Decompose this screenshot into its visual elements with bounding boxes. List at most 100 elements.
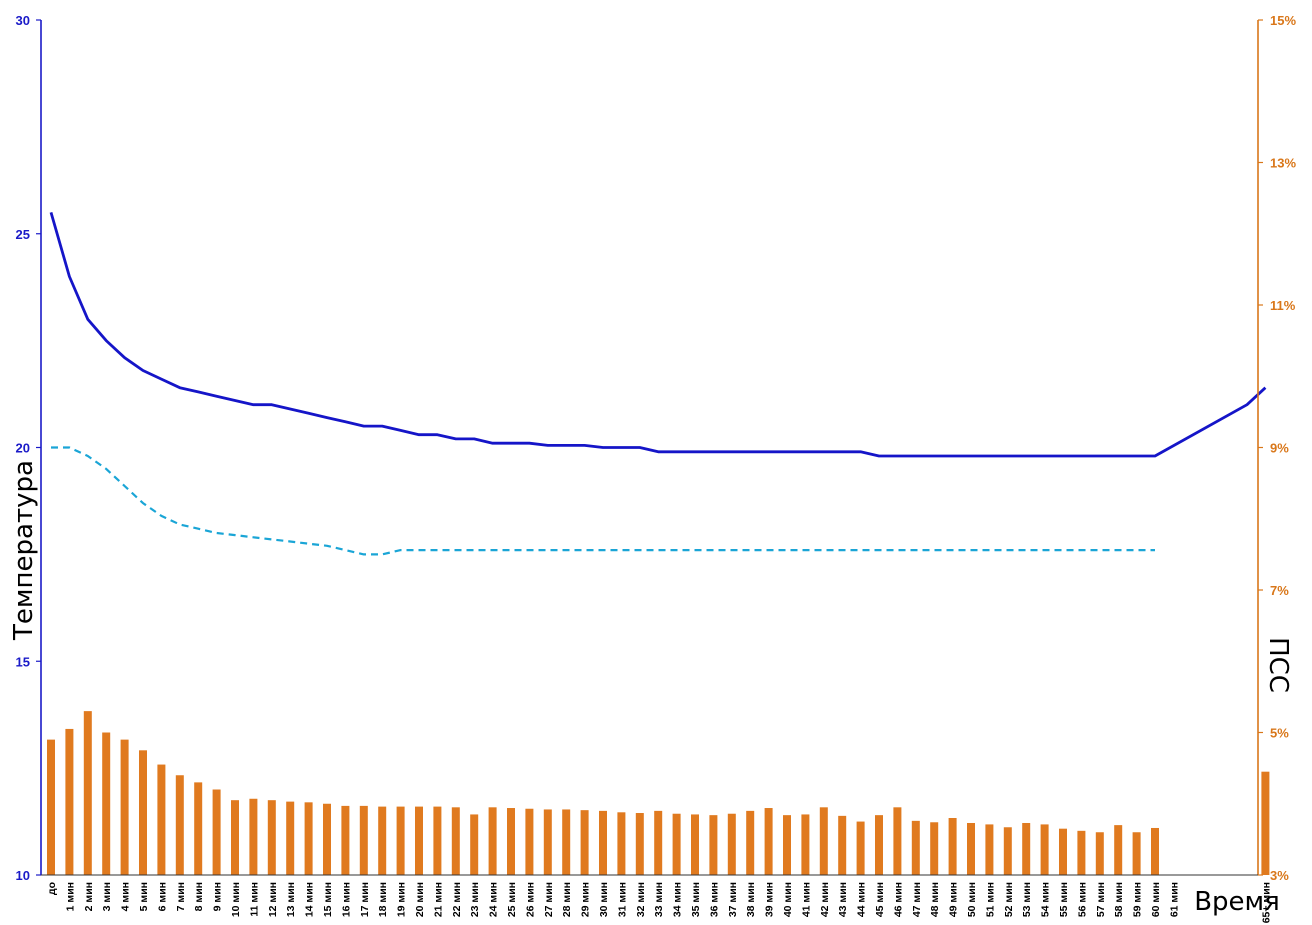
x-tick-label: 29 мин: [580, 882, 592, 917]
bar-pss: [525, 808, 534, 875]
bar-series-pss: [47, 711, 1270, 875]
bar-pss: [893, 807, 902, 875]
x-tick-label: 61 мин: [1168, 882, 1180, 917]
bar-pss: [378, 806, 387, 875]
x-tick-label: 59 мин: [1132, 882, 1144, 917]
x-tick-label: 50 мин: [966, 882, 978, 917]
x-tick-label: 35 мин: [690, 882, 702, 917]
bar-pss: [948, 818, 957, 875]
bar-pss: [819, 807, 828, 875]
x-tick-label: 55 мин: [1058, 882, 1070, 917]
right-tick-label: 7%: [1270, 583, 1289, 598]
x-tick-label: до: [46, 882, 58, 895]
bar-pss: [1095, 832, 1104, 875]
x-tick-label: 7 мин: [175, 882, 187, 911]
x-tick-label: 53 мин: [1021, 882, 1033, 917]
left-tick-label: 10: [16, 868, 30, 883]
bar-pss: [967, 822, 975, 875]
x-tick-label: 27 мин: [543, 882, 555, 917]
x-tick-label: 49 мин: [948, 882, 960, 917]
bar-pss: [1077, 830, 1086, 875]
bar-pss: [856, 821, 865, 875]
x-tick-label: 16 мин: [340, 882, 352, 917]
x-tick-label: 6 мин: [156, 882, 168, 911]
bar-pss: [120, 739, 129, 875]
x-tick-label: 9 мин: [212, 882, 224, 911]
bar-pss: [1261, 771, 1270, 875]
bar-pss: [1003, 827, 1012, 875]
bar-pss: [875, 815, 883, 875]
x-tick-label: 10 мин: [230, 882, 242, 917]
left-tick-label: 15: [16, 654, 30, 669]
bar-pss: [930, 822, 939, 875]
left-tick-label: 20: [16, 441, 30, 456]
x-tick-label: 3 мин: [101, 882, 113, 911]
x-tick-label: 40 мин: [782, 882, 794, 917]
x-tick-label: 54 мин: [1040, 882, 1052, 917]
y-axis-title: Температура: [9, 460, 39, 641]
bar-pss: [433, 806, 442, 875]
bar-pss: [83, 711, 92, 875]
x-tick-label: 43 мин: [837, 882, 849, 917]
bar-pss: [231, 800, 239, 875]
bar-pss: [286, 801, 295, 875]
x-tick-label: 15 мин: [322, 882, 334, 917]
x-tick-label: 5 мин: [138, 882, 150, 911]
x-tick-label: 48 мин: [929, 882, 941, 917]
bar-pss: [157, 764, 166, 875]
y2-axis-title: ПСС: [1263, 637, 1293, 693]
bar-pss: [599, 810, 607, 875]
bar-pss: [783, 815, 791, 875]
bar-pss: [323, 803, 331, 875]
bar-pss: [47, 739, 55, 875]
bar-pss: [451, 807, 460, 875]
x-tick-label: 51 мин: [984, 882, 996, 917]
x-tick-label: 30 мин: [598, 882, 610, 917]
x-tick-label: 25 мин: [506, 882, 518, 917]
x-tick-label: 37 мин: [727, 882, 739, 917]
bar-pss: [212, 789, 221, 875]
x-tick-label: 23 мин: [469, 882, 481, 917]
x-tick-label: 11 мин: [248, 882, 260, 917]
bar-pss: [1132, 832, 1141, 875]
bar-pss: [507, 808, 515, 875]
bar-pss: [1059, 828, 1067, 875]
x-tick-label: 57 мин: [1095, 882, 1107, 917]
bar-pss: [580, 810, 589, 875]
bar-pss: [249, 798, 258, 875]
x-tick-label: 20 мин: [414, 882, 426, 917]
x-tick-label: 45 мин: [874, 882, 886, 917]
x-tick-label: 28 мин: [561, 882, 573, 917]
bar-pss: [304, 802, 313, 875]
x-tick-label: 41 мин: [800, 882, 812, 917]
x-tick-label: 8 мин: [193, 882, 205, 911]
x-tick-label: 2 мин: [83, 882, 95, 911]
bar-pss: [470, 814, 479, 875]
bar-pss: [635, 813, 644, 875]
x-tick-label: 26 мин: [524, 882, 536, 917]
x-tick-label: 60 мин: [1150, 882, 1162, 917]
x-tick-label: 46 мин: [892, 882, 904, 917]
bar-pss: [267, 800, 276, 875]
x-tick-label: 56 мин: [1076, 882, 1088, 917]
x-tick-label: 44 мин: [856, 882, 868, 917]
x-tick-label: 1 мин: [64, 882, 76, 911]
bar-pss: [488, 807, 497, 875]
line-temperature-dashed: [51, 446, 1155, 556]
x-tick-label: 36 мин: [708, 882, 720, 917]
bar-pss: [415, 806, 423, 875]
bar-pss: [838, 815, 847, 875]
bar-pss: [672, 813, 681, 875]
bar-pss: [543, 809, 552, 875]
bar-pss: [194, 782, 203, 875]
x-tick-label: 33 мин: [653, 882, 665, 917]
x-tick-label: 22 мин: [451, 882, 463, 917]
left-axis-ticks: 10 15 20 25 30: [16, 13, 41, 883]
x-tick-label: 18 мин: [377, 882, 389, 917]
x-tick-label: 42 мин: [819, 882, 831, 917]
x-tick-label: 12 мин: [267, 882, 279, 917]
right-tick-label: 15%: [1270, 13, 1296, 28]
x-tick-label: 65+ мин: [1260, 882, 1272, 923]
x-tick-label: 21 мин: [432, 882, 444, 917]
